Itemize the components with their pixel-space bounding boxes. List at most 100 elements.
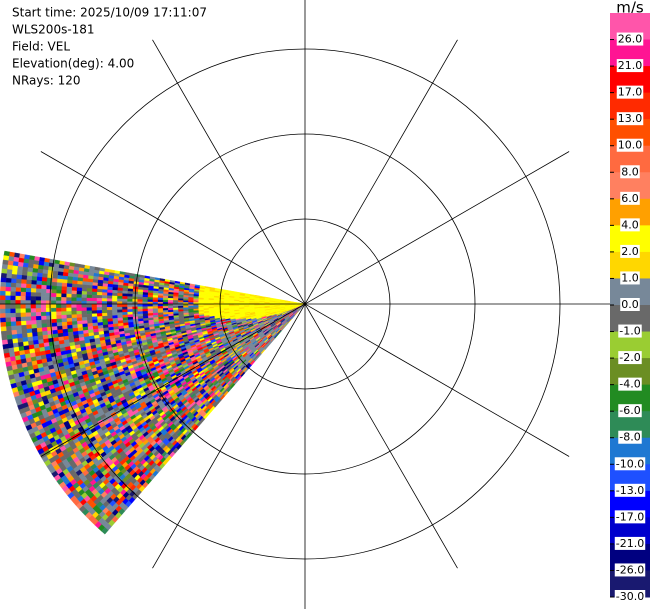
- sector-cell: [60, 311, 67, 316]
- colorbar-tick-label: -17.0: [616, 510, 644, 523]
- sector-cell: [147, 297, 153, 301]
- sector-cell: [6, 264, 13, 271]
- sector-cell: [25, 304, 31, 309]
- sector-cell: [10, 278, 17, 284]
- sector-cell: [152, 306, 158, 309]
- sector-cell: [5, 313, 11, 319]
- tick-label-bg: [620, 191, 640, 205]
- sector-cell: [35, 296, 41, 301]
- sector-cell: [147, 304, 153, 307]
- sector-cell: [70, 307, 77, 312]
- sector-cell: [0, 290, 6, 296]
- sector-cell: [81, 284, 88, 289]
- sector-cell: [50, 311, 57, 316]
- sector-cell: [91, 297, 97, 302]
- sector-cell: [81, 297, 87, 302]
- sector-cell: [15, 283, 22, 289]
- sector-cell: [40, 308, 47, 313]
- colorbar-tick-label: 8.0: [621, 165, 639, 178]
- sector-cell: [137, 306, 143, 310]
- sector-cell: [65, 293, 72, 298]
- sector-cell: [20, 312, 26, 318]
- sector-cell: [81, 307, 87, 312]
- sector-cell: [10, 291, 16, 297]
- sector-cell: [50, 289, 57, 294]
- sector-cell: [167, 298, 174, 301]
- sector-cell: [121, 304, 128, 308]
- sector-cell: [86, 297, 92, 302]
- sector-cell: [31, 272, 38, 278]
- colorbar-tick-label: -1.0: [619, 325, 640, 338]
- sector-cell: [56, 285, 62, 291]
- sector-cell: [16, 270, 23, 276]
- tick-label-bg: [620, 271, 640, 285]
- sector-cell: [30, 296, 36, 301]
- sector-cell: [56, 322, 63, 327]
- sector-cell: [81, 317, 88, 322]
- sector-cell: [6, 334, 13, 341]
- sector-cell: [81, 291, 87, 296]
- sector-cell: [35, 304, 41, 309]
- sector-cell: [15, 308, 21, 314]
- sector-cell: [0, 322, 7, 328]
- colorbar-tick-label: 17.0: [618, 86, 643, 99]
- sector-cell: [86, 288, 93, 293]
- sector-cell: [76, 314, 82, 319]
- sector-cell: [116, 295, 123, 300]
- sector-cell: [20, 324, 27, 330]
- sector-cell: [60, 297, 67, 302]
- sector-cell: [0, 317, 6, 323]
- sector-cell: [36, 272, 43, 278]
- sector-cell: [96, 307, 102, 311]
- sector-cell: [91, 310, 98, 315]
- sector-cell: [172, 304, 179, 307]
- sector-cell: [21, 275, 28, 281]
- sector-cell: [61, 289, 67, 295]
- sector-cell: [25, 283, 32, 289]
- sector-cell: [35, 288, 42, 294]
- sector-cell: [36, 323, 42, 329]
- sector-cell: [0, 326, 7, 332]
- tick-label-bg: [616, 138, 644, 152]
- sector-cell: [71, 283, 78, 288]
- sector-cell: [27, 267, 34, 273]
- sector-cell: [51, 322, 58, 328]
- sector-cell: [30, 312, 37, 317]
- sector-cell: [20, 320, 27, 326]
- sector-cell: [147, 306, 153, 310]
- sector-cell: [86, 310, 92, 315]
- sector-cell: [35, 312, 42, 317]
- sector-cell: [2, 259, 9, 266]
- sector-cell: [15, 278, 22, 284]
- sector-cell: [5, 321, 12, 327]
- sector-cell: [50, 307, 57, 313]
- sector-cell: [11, 269, 18, 276]
- sector-cell: [71, 293, 77, 298]
- sector-cell: [152, 299, 158, 303]
- sector-cell: [121, 309, 128, 313]
- tick-label-bg: [614, 590, 646, 603]
- sector-cell: [91, 307, 97, 311]
- sector-cell: [121, 298, 128, 302]
- sector-cell: [6, 330, 13, 336]
- sector-cell: [96, 285, 103, 290]
- colorbar-tick-label: -6.0: [619, 404, 640, 417]
- sector-cell: [35, 308, 42, 313]
- sector-cell: [15, 325, 22, 331]
- range-rings: [0, 0, 610, 609]
- sector-cell: [56, 318, 62, 324]
- sector-cell: [25, 320, 32, 326]
- sector-cell: [36, 327, 43, 333]
- sector-cell: [106, 295, 113, 299]
- sector-cell: [96, 291, 103, 296]
- colorbar-tick-label: -8.0: [619, 431, 640, 444]
- sector-cell: [76, 290, 82, 295]
- sector-cell: [127, 293, 133, 297]
- sector-cell: [167, 300, 174, 303]
- sector-cell: [51, 318, 57, 324]
- sector-cell: [31, 276, 38, 282]
- sector-cell: [111, 292, 118, 297]
- sector-cell: [35, 319, 42, 325]
- tick-label-bg: [618, 324, 642, 338]
- sector-cell: [116, 306, 123, 311]
